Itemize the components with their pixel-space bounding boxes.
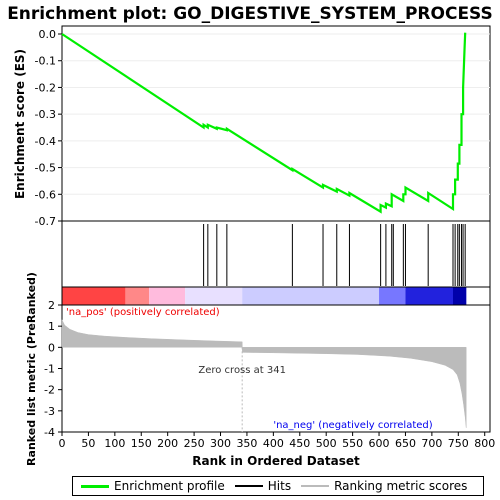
x-axis-label: Rank in Ordered Dataset [192,454,360,468]
legend-item-profile: Enrichment profile [81,479,225,493]
x-tick-label: 750 [448,437,469,450]
x-tick-label: 400 [263,437,284,450]
x-tick-label: 700 [421,437,442,450]
colorbar-segment [405,287,467,305]
es-axis-label: Enrichment score (ES) [13,49,27,199]
metric-tick-label: -4 [44,426,55,439]
metric-swatch-icon [301,485,330,487]
x-tick-label: 450 [289,437,310,450]
legend-item-hits: Hits [234,479,292,493]
pos-label: 'na_pos' (positively correlated) [66,307,220,318]
es-tick-label: -0.1 [35,55,56,68]
metric-tick-label: 1 [48,320,55,333]
x-tick-label: 500 [316,437,337,450]
x-tick-label: 800 [474,437,495,450]
es-tick-label: -0.2 [35,81,56,94]
legend-item-metric: Ranking metric scores [301,479,467,493]
chart-title: Enrichment plot: GO_DIGESTIVE_SYSTEM_PRO… [7,4,493,24]
neg-label: 'na_neg' (negatively correlated) [273,420,432,431]
hits-swatch-icon [234,485,263,487]
ranking-metric-area [61,319,467,428]
x-tick-label: 550 [342,437,363,450]
legend-label: Enrichment profile [114,479,225,493]
es-tick-label: -0.4 [35,135,56,148]
colorbar-segment [185,287,243,305]
colorbar-segment [62,287,126,305]
es-tick-label: -0.5 [35,162,56,175]
x-tick-label: 150 [131,437,152,450]
x-tick-label: 600 [369,437,390,450]
colorbar-segment [379,287,406,305]
metric-tick-label: 2 [48,299,55,312]
es-tick-label: -0.7 [35,215,56,228]
x-tick-label: 200 [157,437,178,450]
colorbar-segment [149,287,186,305]
profile-swatch-icon [81,484,109,488]
zero-cross-label: Zero cross at 341 [198,365,286,376]
x-tick-label: 300 [210,437,231,450]
colorbar-segment [125,287,150,305]
metric-panel [61,304,491,433]
metric-tick-label: 0 [48,341,55,354]
es-tick-label: 0.0 [39,28,57,41]
x-tick-label: 250 [184,437,205,450]
es-tick-label: -0.3 [35,108,56,121]
legend-label: Ranking metric scores [334,479,468,493]
x-tick-label: 650 [395,437,416,450]
x-tick-label: 350 [236,437,257,450]
colorbar-segment [453,287,467,305]
legend-label: Hits [267,479,292,493]
x-tick-label: 100 [104,437,125,450]
x-tick-label: 50 [81,437,95,450]
es-tick-label: -0.6 [35,188,56,201]
colorbar-segment [242,287,380,305]
metric-tick-label: -2 [44,384,55,397]
x-tick-label: 0 [59,437,66,450]
metric-tick-label: -1 [44,363,55,376]
metric-tick-label: -3 [44,405,55,418]
es-panel [61,25,491,222]
hits-panel [61,220,491,288]
metric-axis-label: Ranked list metric (PreRanked) [25,272,38,466]
legend: Enrichment profile Hits Ranking metric s… [72,476,484,496]
enrichment-profile-line [61,32,467,214]
